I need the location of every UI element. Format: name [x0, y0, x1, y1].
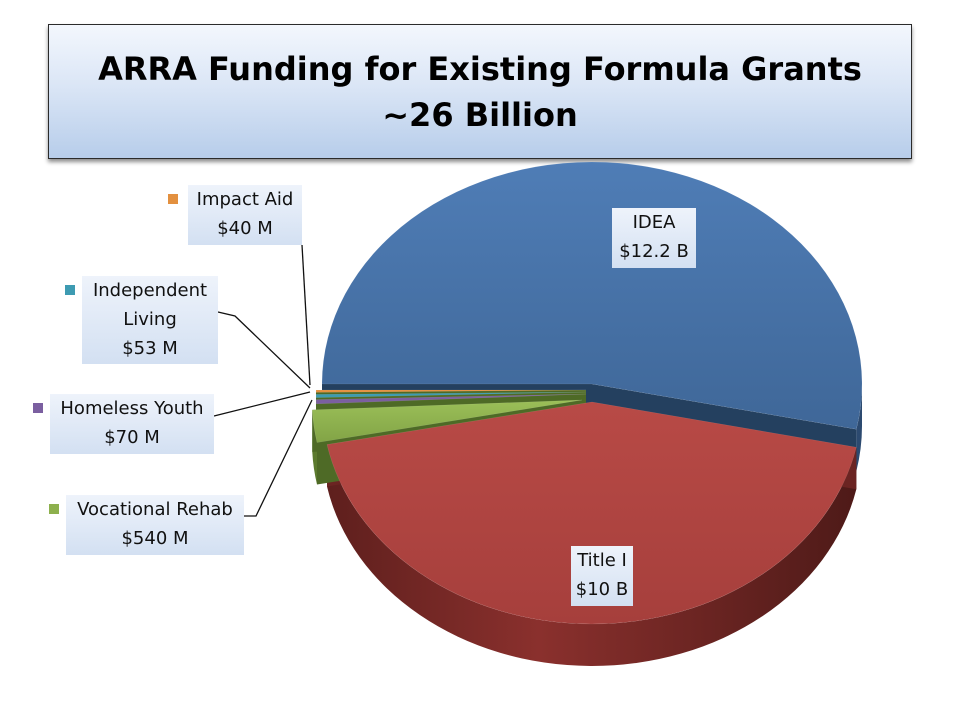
leader-independent-living — [217, 311, 311, 389]
label-title-i-name: Title I — [577, 550, 627, 571]
legend-swatch-independent-living — [65, 285, 75, 295]
label-idea-name: IDEA — [632, 212, 676, 233]
slice-idea-side — [856, 384, 862, 472]
label-vocational-rehab-value: $540 M — [121, 528, 189, 549]
slice-independent-living — [315, 391, 587, 398]
legend-swatch-impact-aid — [168, 194, 178, 204]
chart-title-box: ARRA Funding for Existing Formula Grants… — [48, 24, 912, 159]
label-independent-living-name2: Living — [123, 309, 177, 330]
slice-idea — [321, 161, 863, 430]
label-title-i-value: $10 B — [575, 579, 629, 600]
leader-vocational-rehab — [244, 399, 313, 517]
label-homeless-youth-value: $70 M — [104, 427, 160, 448]
label-independent-living-value: $53 M — [122, 338, 178, 359]
label-independent-living-name1: Independent — [92, 280, 208, 301]
label-homeless-youth: Homeless Youth $70 M — [50, 394, 214, 454]
slice-impact-aid — [315, 389, 587, 393]
label-impact-aid-name: Impact Aid — [196, 189, 294, 210]
label-impact-aid: Impact Aid $40 M — [188, 185, 302, 245]
slice-vocational-rehab — [312, 399, 583, 443]
label-idea: IDEA $12.2 B — [612, 208, 696, 268]
slice-homeless-youth — [315, 393, 587, 405]
leader-impact-aid — [301, 244, 311, 386]
chart-subtitle: ~26 Billion — [382, 95, 578, 134]
leader-homeless-youth — [213, 391, 311, 417]
chart-title: ARRA Funding for Existing Formula Grants — [98, 49, 862, 88]
label-vocational-rehab-name: Vocational Rehab — [77, 499, 233, 520]
legend-swatch-vocational-rehab — [49, 504, 59, 514]
label-idea-value: $12.2 B — [619, 241, 689, 262]
slice-title-i — [326, 401, 857, 625]
label-impact-aid-value: $40 M — [217, 218, 273, 239]
label-vocational-rehab: Vocational Rehab $540 M — [66, 495, 244, 555]
legend-swatch-homeless-youth — [33, 403, 43, 413]
slice-title-i-side — [327, 444, 857, 667]
label-title-i: Title I $10 B — [571, 546, 633, 606]
label-independent-living: Independent Living $53 M — [82, 276, 218, 364]
label-homeless-youth-name: Homeless Youth — [60, 398, 204, 419]
